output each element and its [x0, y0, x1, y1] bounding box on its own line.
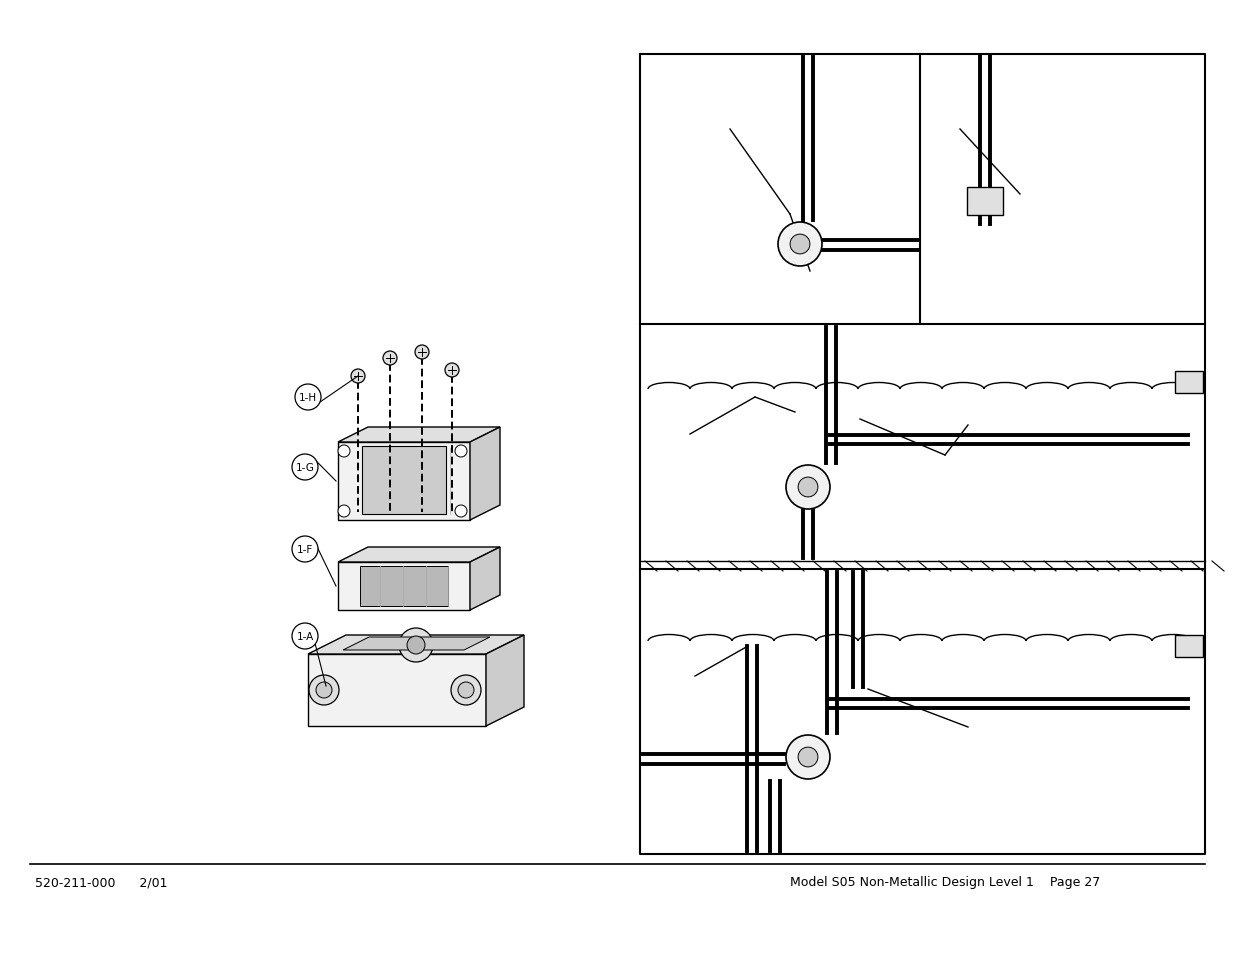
Polygon shape [308, 636, 524, 655]
Circle shape [291, 455, 317, 480]
Circle shape [798, 477, 818, 497]
Circle shape [454, 446, 467, 457]
Circle shape [338, 505, 350, 517]
Circle shape [445, 364, 459, 377]
Bar [1174, 372, 1203, 394]
Text: 1-F: 1-F [296, 544, 314, 555]
Circle shape [451, 676, 480, 705]
Text: 520-211-000      2/01: 520-211-000 2/01 [35, 876, 168, 888]
Polygon shape [308, 655, 487, 726]
Circle shape [399, 628, 433, 662]
Bar [967, 188, 1003, 215]
Circle shape [291, 537, 317, 562]
Polygon shape [471, 428, 500, 520]
Circle shape [295, 385, 321, 411]
Circle shape [785, 465, 830, 510]
Circle shape [798, 747, 818, 767]
Circle shape [316, 682, 332, 699]
Circle shape [309, 676, 338, 705]
Circle shape [291, 623, 317, 649]
Circle shape [383, 352, 396, 366]
Polygon shape [471, 547, 500, 610]
Text: 1-G: 1-G [295, 462, 315, 473]
Polygon shape [362, 447, 446, 515]
Polygon shape [359, 566, 448, 606]
Circle shape [458, 682, 474, 699]
Circle shape [790, 234, 810, 254]
Polygon shape [487, 636, 524, 726]
Circle shape [778, 223, 823, 267]
Text: 1-A: 1-A [296, 631, 314, 641]
Polygon shape [338, 547, 500, 562]
Circle shape [408, 637, 425, 655]
Text: Model S05 Non-Metallic Design Level 1    Page 27: Model S05 Non-Metallic Design Level 1 Pa… [790, 876, 1100, 888]
Circle shape [351, 370, 366, 384]
Bar [1174, 636, 1203, 658]
Circle shape [415, 346, 429, 359]
Circle shape [338, 446, 350, 457]
Circle shape [785, 735, 830, 780]
Polygon shape [338, 428, 500, 442]
Polygon shape [338, 442, 471, 520]
Circle shape [454, 505, 467, 517]
Text: 1-H: 1-H [299, 393, 317, 402]
Polygon shape [343, 638, 490, 650]
Polygon shape [338, 562, 471, 610]
